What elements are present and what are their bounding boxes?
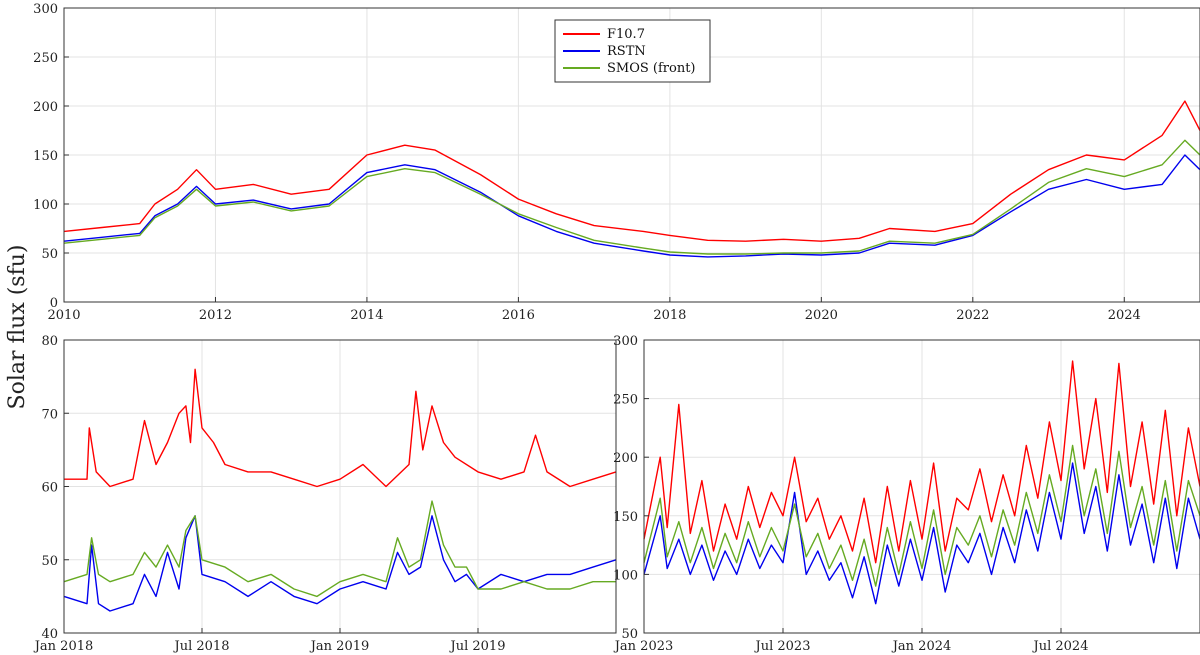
x-tick-label: 2014 bbox=[350, 308, 383, 323]
y-tick-label: 200 bbox=[33, 100, 58, 115]
x-tick-label: 2018 bbox=[653, 308, 686, 323]
x-tick-label: Jul 2018 bbox=[173, 639, 230, 654]
x-tick-label: Jan 2023 bbox=[613, 639, 674, 654]
series-line-smos-front bbox=[63, 500, 616, 598]
y-tick-label: 60 bbox=[41, 481, 58, 496]
y-tick-label: 200 bbox=[613, 451, 638, 466]
y-tick-label: 40 bbox=[41, 627, 58, 642]
x-tick-label: 2020 bbox=[805, 308, 838, 323]
x-tick-label: 2010 bbox=[47, 308, 80, 323]
panel-top-timeline: 2010 2012 2014 2016 2018 2020 2022 2024 0 50 100 15… bbox=[33, 2, 1200, 323]
x-tick-label: Jan 2019 bbox=[309, 639, 370, 654]
series-line-smos-front bbox=[63, 139, 1200, 255]
y-tick-label: 70 bbox=[41, 407, 58, 422]
series-line-rstn bbox=[63, 515, 617, 612]
x-tick-label: 2022 bbox=[956, 308, 989, 323]
x-tick-label: Jul 2019 bbox=[449, 639, 506, 654]
panel-bottom-right-2023-2024: Jan 2023 Jul 2023 Jan 2024 Jul 2024 50 100 150… bbox=[613, 334, 1200, 654]
x-tick-label: Jan 2018 bbox=[33, 639, 94, 654]
y-axis-label: Solar flux (sfu) bbox=[5, 245, 30, 410]
series-line-rstn bbox=[643, 462, 1200, 605]
x-tick-label: 2016 bbox=[502, 308, 535, 323]
y-tick-label: 80 bbox=[41, 334, 58, 349]
y-tick-label: 300 bbox=[613, 334, 638, 349]
x-tick-label: Jul 2024 bbox=[1032, 639, 1089, 654]
y-tick-label: 100 bbox=[33, 198, 58, 213]
series-line-rstn bbox=[63, 154, 1200, 258]
y-tick-label: 250 bbox=[33, 51, 58, 66]
y-tick-label: 50 bbox=[621, 627, 638, 642]
x-tick-label: 2024 bbox=[1108, 308, 1141, 323]
x-tick-label: Jan 2024 bbox=[891, 639, 952, 654]
y-tick-label: 50 bbox=[41, 247, 58, 262]
y-tick-label: 300 bbox=[33, 2, 58, 17]
series-line-f10-7 bbox=[64, 368, 617, 488]
legend-label-rstn: RSTN bbox=[607, 44, 646, 59]
series-line-f10-7 bbox=[643, 360, 1200, 564]
x-tick-label: Jul 2023 bbox=[754, 639, 811, 654]
y-tick-label: 150 bbox=[613, 510, 638, 525]
legend: F10.7 RSTN SMOS (front) bbox=[554, 19, 711, 83]
y-tick-label: 0 bbox=[50, 296, 58, 311]
panel-bottom-left-2018-2019: Jan 2018 Jul 2018 Jan 2019 Jul 2019 40 50 60 70… bbox=[33, 334, 617, 654]
y-tick-label: 50 bbox=[41, 554, 58, 569]
legend-label-f10-7: F10.7 bbox=[607, 27, 645, 42]
legend-label-smos-front: SMOS (front) bbox=[607, 61, 696, 76]
series-line-smos-front bbox=[643, 444, 1200, 587]
x-tick-label: 2012 bbox=[199, 308, 232, 323]
y-tick-label: 150 bbox=[33, 149, 58, 164]
y-tick-label: 100 bbox=[613, 568, 638, 583]
series-line-f10-7 bbox=[63, 100, 1200, 242]
y-tick-label: 250 bbox=[613, 393, 638, 408]
